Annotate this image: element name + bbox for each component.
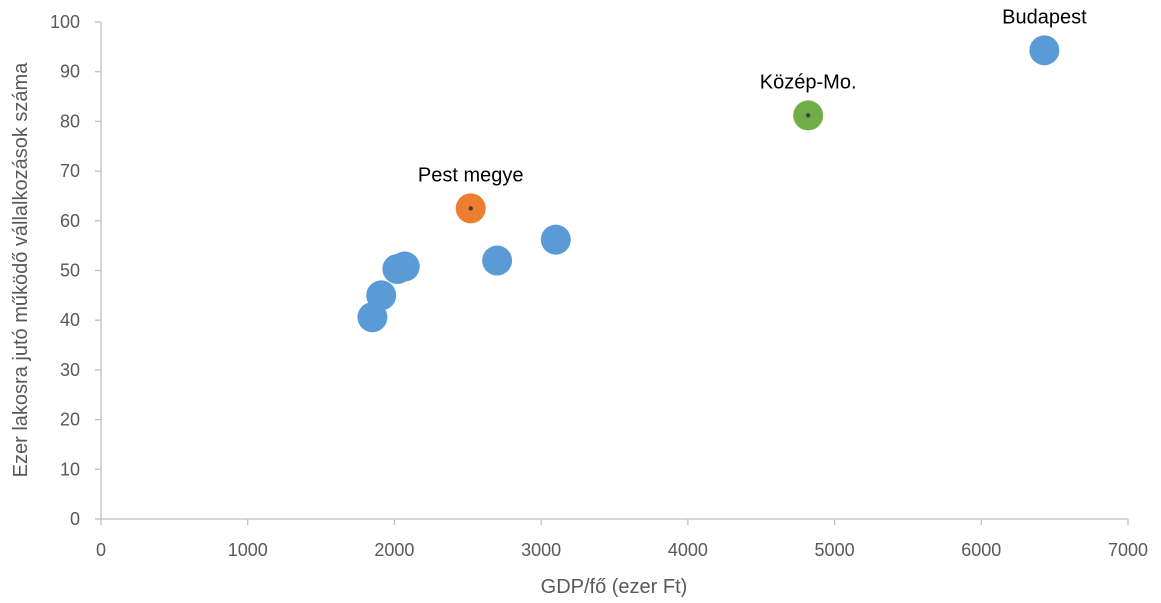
x-axis-title: GDP/fő (ezer Ft) (541, 576, 688, 598)
y-tick-label: 20 (60, 410, 80, 430)
data-point (357, 302, 388, 333)
data-point (540, 224, 571, 255)
data-point-center-dot (805, 113, 811, 118)
data-point (382, 254, 413, 285)
x-tick-label: 0 (96, 540, 106, 560)
y-tick-label: 70 (60, 161, 80, 181)
x-tick-label: 3000 (521, 540, 561, 560)
data-label: Pest megye (418, 164, 524, 186)
x-tick-label: 7000 (1108, 540, 1148, 560)
y-axis-title: Ezer lakosra jutó működő vállalkozások s… (10, 62, 32, 478)
data-labels: Budapest Közép-Mo. Pest megye (418, 6, 1087, 186)
data-points (357, 35, 1060, 333)
data-label: Közép-Mo. (760, 71, 857, 93)
y-tick-label: 90 (60, 62, 80, 82)
x-tick-label: 2000 (374, 540, 414, 560)
data-point-center-dot (468, 206, 473, 211)
data-point (1029, 35, 1060, 66)
y-tick-label: 40 (60, 310, 80, 330)
x-tick-label: 5000 (815, 540, 855, 560)
axes (95, 21, 1129, 525)
data-point (482, 245, 513, 276)
y-tick-label: 10 (60, 459, 80, 479)
y-tick-label: 0 (70, 509, 80, 529)
y-tick-label: 60 (60, 211, 80, 231)
y-tick-label: 100 (50, 12, 80, 32)
x-tick-label: 4000 (668, 540, 708, 560)
y-tick-label: 30 (60, 360, 80, 380)
y-tick-label: 80 (60, 111, 80, 131)
data-label: Budapest (1002, 6, 1087, 28)
y-tick-label: 50 (60, 261, 80, 281)
x-tick-label: 1000 (228, 540, 268, 560)
x-tick-label: 6000 (961, 540, 1001, 560)
